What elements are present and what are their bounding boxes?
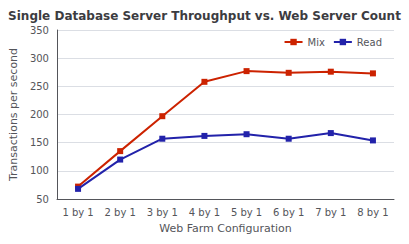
svg-text:2 by 1: 2 by 1	[104, 207, 135, 218]
svg-text:5 by 1: 5 by 1	[231, 207, 262, 218]
svg-text:6 by 1: 6 by 1	[273, 207, 304, 218]
svg-text:Web Farm Configuration: Web Farm Configuration	[159, 222, 292, 235]
svg-text:Single Database Server Through: Single Database Server Throughput vs. We…	[8, 9, 401, 23]
svg-text:150: 150	[30, 137, 49, 148]
svg-text:Mix: Mix	[308, 37, 325, 48]
svg-text:Read: Read	[357, 37, 382, 48]
svg-text:300: 300	[30, 53, 49, 64]
svg-text:7 by 1: 7 by 1	[315, 207, 346, 218]
svg-text:8 by 1: 8 by 1	[357, 207, 388, 218]
svg-text:200: 200	[30, 109, 49, 120]
svg-text:100: 100	[30, 165, 49, 176]
svg-text:4 by 1: 4 by 1	[189, 207, 220, 218]
svg-text:3 by 1: 3 by 1	[147, 207, 178, 218]
svg-text:Transactions per second: Transactions per second	[7, 48, 20, 182]
svg-text:50: 50	[36, 194, 49, 205]
svg-text:350: 350	[30, 25, 49, 36]
svg-text:1 by 1: 1 by 1	[62, 207, 93, 218]
svg-text:250: 250	[30, 81, 49, 92]
